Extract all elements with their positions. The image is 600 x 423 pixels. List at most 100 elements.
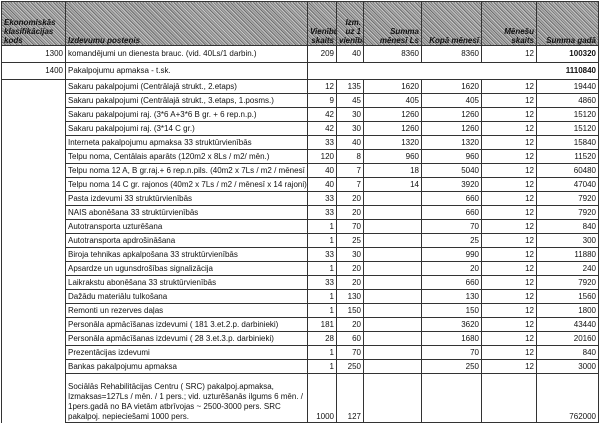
cell-sum-year: 240 [536, 261, 599, 276]
cell-item: Sakaru pakalpojumi raj. (3*6 A+3*6 B gr.… [65, 107, 308, 122]
cell-code [1, 261, 66, 276]
cell-sum-year: 840 [536, 219, 599, 234]
cell-sum-year: 100320 [536, 45, 599, 63]
cell-total-month: 3920 [421, 177, 482, 192]
cell-per-unit: 20 [336, 205, 364, 220]
cell-item: Bankas pakalpojumu apmaksa [65, 359, 308, 374]
cell-per-unit: 127 [336, 373, 364, 423]
cell-total-month: 1260 [421, 107, 482, 122]
cell-per-unit: 7 [336, 177, 364, 192]
cell-months: 12 [481, 107, 537, 122]
cell-sum-year: 3000 [536, 359, 599, 374]
table-row: Sakaru pakalpojumi (Centrālajā strukt., … [1, 79, 599, 94]
cell-sum-year: 762000 [536, 373, 599, 423]
table-row: Autotransporta uzturēšana 1 70 70 12 840 [1, 219, 599, 234]
cell-total-month: 25 [421, 233, 482, 248]
cell-per-unit: 7 [336, 163, 364, 178]
cell-units: 33 [307, 191, 337, 206]
cell-months: 12 [481, 219, 537, 234]
cell-sum-month: 1260 [363, 121, 422, 136]
cell-total-month: 660 [421, 191, 482, 206]
cell-item: Personāla apmācīšanas izdevumi ( 28 3.et… [65, 331, 308, 346]
cell-code [1, 191, 66, 206]
cell-units: 40 [307, 163, 337, 178]
cell-total-month: 130 [421, 289, 482, 304]
cell-months: 12 [481, 359, 537, 374]
cell-sum-month: 1620 [363, 79, 422, 94]
cell-per-unit: 70 [336, 219, 364, 234]
cell-item: NAIS abonēšana 33 struktūrvienībās [65, 205, 308, 220]
header-months: Mēnešu skaits [481, 1, 537, 46]
table-row: Sociālās Rehabilitācijas Centru ( SRC) p… [1, 373, 599, 423]
cell-sum-year: 20160 [536, 331, 599, 346]
cell-units: 1 [307, 289, 337, 304]
cell-sum-month: 405 [363, 93, 422, 108]
cell-months: 12 [481, 247, 537, 262]
cell-code [1, 163, 66, 178]
cell-total-month: 20 [421, 261, 482, 276]
cell-months: 12 [481, 45, 537, 63]
cell-sum-year: 15120 [536, 121, 599, 136]
cell-code [1, 149, 66, 164]
header-row: Ekonomiskās klasifikācijas kods Izdevumu… [1, 1, 599, 46]
cell-units: 33 [307, 247, 337, 262]
cell-item: komandējumi un dienesta brauc. (vid. 40L… [65, 45, 308, 63]
cell-total-month: 960 [421, 149, 482, 164]
cell-item: Dažādu materiālu tulkošana [65, 289, 308, 304]
table-row: Remonti un rezerves daļas 1 150 150 12 1800 [1, 303, 599, 318]
cell-sum-year: 1560 [536, 289, 599, 304]
cell-months: 12 [481, 275, 537, 290]
table-row: Interneta pakalpojumu apmaksa 33 struktū… [1, 135, 599, 150]
cell-total-month: 5040 [421, 163, 482, 178]
cell-code [1, 247, 66, 262]
cell-units: 33 [307, 135, 337, 150]
cell-total-month: 1260 [421, 121, 482, 136]
cell-months: 12 [481, 121, 537, 136]
cell-months: 12 [481, 261, 537, 276]
cell-total-month: 70 [421, 345, 482, 360]
cell-per-unit: 30 [336, 107, 364, 122]
cell-item: Telpu noma 12 A, B gr.raj.+ 6 rep.n.pils… [65, 163, 308, 178]
cell-sum-month [363, 205, 422, 220]
cell-months: 12 [481, 177, 537, 192]
cell-sum-year: 60480 [536, 163, 599, 178]
cell-units: 33 [307, 205, 337, 220]
header-code: Ekonomiskās klasifikācijas kods [1, 1, 66, 46]
cell-units: 42 [307, 121, 337, 136]
cell-code [1, 177, 66, 192]
table-row: 1400 Pakalpojumu apmaksa - t.sk. 1110840 [1, 62, 599, 80]
table-row: Apsardze un ugunsdrošības signalizācija 1… [1, 261, 599, 276]
cell-per-unit: 150 [336, 303, 364, 318]
cell-total-month: 660 [421, 275, 482, 290]
cell-per-unit: 250 [336, 359, 364, 374]
table-row: Telpu noma 12 A, B gr.raj.+ 6 rep.n.pils… [1, 163, 599, 178]
table-row: 1300 komandējumi un dienesta brauc. (vid.… [1, 45, 599, 63]
table-row: Laikrakstu abonēšana 33 struktūrvienībās… [1, 275, 599, 290]
cell-code [1, 345, 66, 360]
cell-months: 12 [481, 303, 537, 318]
cell-code [1, 373, 66, 423]
cell-units: 42 [307, 107, 337, 122]
table-row: Pasta izdevumi 33 struktūrvienībās 33 20 66… [1, 191, 599, 206]
table-row: Telpu noma 14 C gr. rajonos (40m2 x 7Ls … [1, 177, 599, 192]
cell-total-month: 3620 [421, 317, 482, 332]
cell-units: 12 [307, 79, 337, 94]
cell-per-unit: 70 [336, 345, 364, 360]
cell-total-month: 660 [421, 205, 482, 220]
cell-total-month: 1320 [421, 135, 482, 150]
cell-item: Sakaru pakalpojumi raj. (3*14 C gr.) [65, 121, 308, 136]
cell-per-unit: 25 [336, 233, 364, 248]
cell-item: Pasta izdevumi 33 struktūrvienībās [65, 191, 308, 206]
cell-per-unit: 20 [336, 191, 364, 206]
cell-sum-month [363, 359, 422, 374]
cell-code [1, 135, 66, 150]
cell-item: Telpu noma, Centālais aparāts (120m2 x 8… [65, 149, 308, 164]
cell-code [1, 317, 66, 332]
cell-months: 12 [481, 345, 537, 360]
cell-sum-year: 4860 [536, 93, 599, 108]
cell-per-unit: 40 [336, 45, 364, 63]
cell-per-unit: 40 [336, 135, 364, 150]
cell-total-month: 405 [421, 93, 482, 108]
cell-total-month: 150 [421, 303, 482, 318]
